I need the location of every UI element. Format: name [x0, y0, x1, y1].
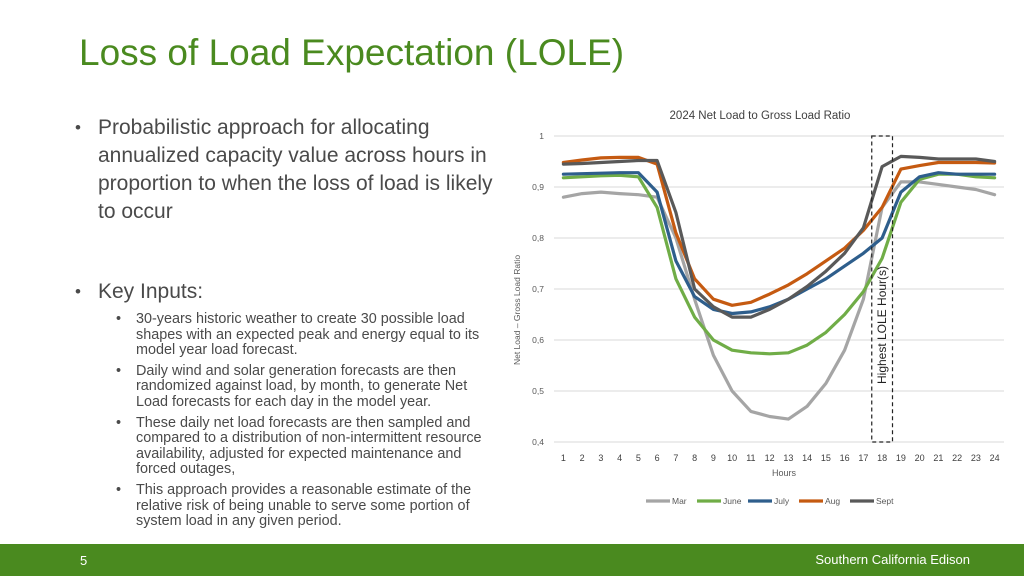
- bullet-approach: Probabilistic approach for allocating an…: [72, 114, 502, 226]
- y-tick-label: 0,5: [532, 386, 544, 396]
- chart-series: [561, 154, 997, 421]
- sub-bullet-weather: 30-years historic weather to create 30 p…: [116, 311, 502, 359]
- chart-grid: [554, 135, 1004, 443]
- chart-legend: Mar June July Aug Sept: [646, 496, 894, 506]
- x-tick-label: 24: [990, 453, 1000, 463]
- x-tick-label: 18: [877, 453, 887, 463]
- x-axis: 1 2 3 4 5 6 7 8 9 10 11 12 13 14 15 16 17 18 19 20 21 22 23 24: [561, 453, 1000, 463]
- x-tick-label: 14: [802, 453, 812, 463]
- x-tick-label: 23: [971, 453, 981, 463]
- sub-bullet-sampling: These daily net load forecasts are then …: [116, 415, 502, 478]
- lole-annotation-label: Highest LOLE Hour(s): [875, 266, 889, 384]
- sub-bullet-list: 30-years historic weather to create 30 p…: [72, 311, 502, 530]
- x-tick-label: 4: [617, 453, 622, 463]
- net-load-ratio-chart: 2024 Net Load to Gross Load Ratio 0,4 0,5…: [512, 110, 1004, 506]
- x-tick-label: 10: [727, 453, 737, 463]
- legend-label: Mar: [672, 496, 687, 506]
- x-tick-label: 21: [933, 453, 943, 463]
- company-name: Southern California Edison: [815, 552, 970, 567]
- x-tick-label: 17: [858, 453, 868, 463]
- x-tick-label: 5: [636, 453, 641, 463]
- series-line-june: [561, 172, 997, 356]
- series-line-aug: [561, 155, 997, 307]
- x-axis-label: Hours: [772, 468, 797, 478]
- bullet-list: Probabilistic approach for allocating an…: [72, 114, 502, 535]
- x-tick-label: 8: [692, 453, 697, 463]
- lole-highlight-box: [871, 135, 894, 443]
- x-tick-label: 6: [655, 453, 660, 463]
- y-axis: 0,4 0,5 0,6 0,7 0,8 0,9 1: [532, 131, 544, 447]
- legend-label: July: [774, 496, 790, 506]
- x-tick-label: 12: [765, 453, 775, 463]
- x-tick-label: 22: [952, 453, 962, 463]
- x-tick-label: 3: [598, 453, 603, 463]
- x-tick-label: 9: [711, 453, 716, 463]
- sub-bullet-forecasts: Daily wind and solar generation forecast…: [116, 363, 502, 411]
- x-tick-label: 11: [746, 453, 755, 463]
- footer-bar: 5 Southern California Edison: [0, 544, 1024, 576]
- x-tick-label: 13: [783, 453, 793, 463]
- y-tick-label: 0,4: [532, 437, 544, 447]
- y-tick-label: 0,6: [532, 335, 544, 345]
- series-line-mar: [561, 180, 997, 421]
- y-tick-label: 0,9: [532, 182, 544, 192]
- legend-label: Aug: [825, 496, 840, 506]
- legend-label: June: [723, 496, 742, 506]
- legend-label: Sept: [876, 496, 894, 506]
- slide-title: Loss of Load Expectation (LOLE): [79, 32, 625, 73]
- series-line-sept: [561, 154, 997, 319]
- y-tick-label: 1: [539, 131, 544, 141]
- bullet-key-inputs: Key Inputs:: [72, 278, 502, 306]
- x-tick-label: 15: [821, 453, 831, 463]
- x-tick-label: 19: [896, 453, 906, 463]
- chart-title: 2024 Net Load to Gross Load Ratio: [670, 110, 851, 122]
- x-tick-label: 2: [580, 453, 585, 463]
- y-tick-label: 0,7: [532, 284, 544, 294]
- x-tick-label: 16: [840, 453, 850, 463]
- y-tick-label: 0,8: [532, 233, 544, 243]
- sub-bullet-estimate: This approach provides a reasonable esti…: [116, 482, 502, 530]
- x-tick-label: 1: [561, 453, 566, 463]
- x-tick-label: 20: [915, 453, 925, 463]
- page-number: 5: [80, 553, 88, 568]
- y-axis-label: Net Load – Gross Load Ratio: [512, 255, 522, 365]
- x-tick-label: 7: [673, 453, 678, 463]
